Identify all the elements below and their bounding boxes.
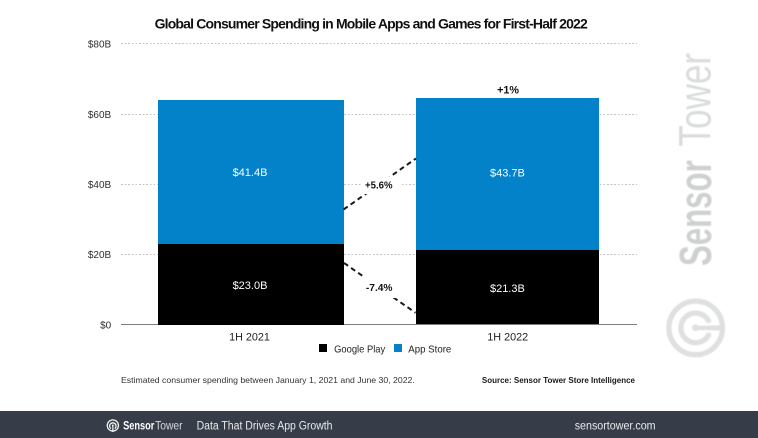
svg-text:+1%: +1%: [497, 85, 519, 97]
svg-text:$41.4B: $41.4B: [233, 167, 268, 179]
svg-text:+5.6%: +5.6%: [365, 181, 393, 192]
svg-text:Estimated consumer spending be: Estimated consumer spending between Janu…: [121, 375, 415, 385]
svg-text:1H 2021: 1H 2021: [229, 332, 270, 344]
svg-text:$21.3B: $21.3B: [490, 283, 525, 295]
svg-text:Data That Drives App Growth: Data That Drives App Growth: [197, 421, 333, 433]
svg-text:$0: $0: [100, 320, 112, 331]
svg-text:Tower: Tower: [155, 421, 183, 433]
svg-text:$40B: $40B: [88, 180, 112, 191]
svg-text:$60B: $60B: [88, 110, 112, 121]
svg-text:$20B: $20B: [88, 250, 112, 261]
svg-text:Sensor: Sensor: [123, 421, 155, 433]
svg-text:Tower: Tower: [670, 53, 721, 147]
svg-text:1H 2022: 1H 2022: [487, 332, 528, 344]
svg-text:$43.7B: $43.7B: [490, 167, 525, 179]
svg-text:Source: Sensor Tower Store Int: Source: Sensor Tower Store Intelligence: [482, 375, 635, 385]
svg-text:$23.0B: $23.0B: [233, 280, 268, 292]
svg-text:Google Play: Google Play: [334, 344, 386, 355]
svg-text:-7.4%: -7.4%: [366, 283, 393, 294]
svg-text:App Store: App Store: [408, 344, 451, 355]
svg-text:sensortower.com: sensortower.com: [575, 421, 656, 433]
svg-text:Sensor: Sensor: [670, 160, 721, 266]
svg-text:$80B: $80B: [88, 40, 112, 51]
svg-text:Global Consumer Spending in Mo: Global Consumer Spending in Mobile Apps …: [155, 15, 588, 31]
